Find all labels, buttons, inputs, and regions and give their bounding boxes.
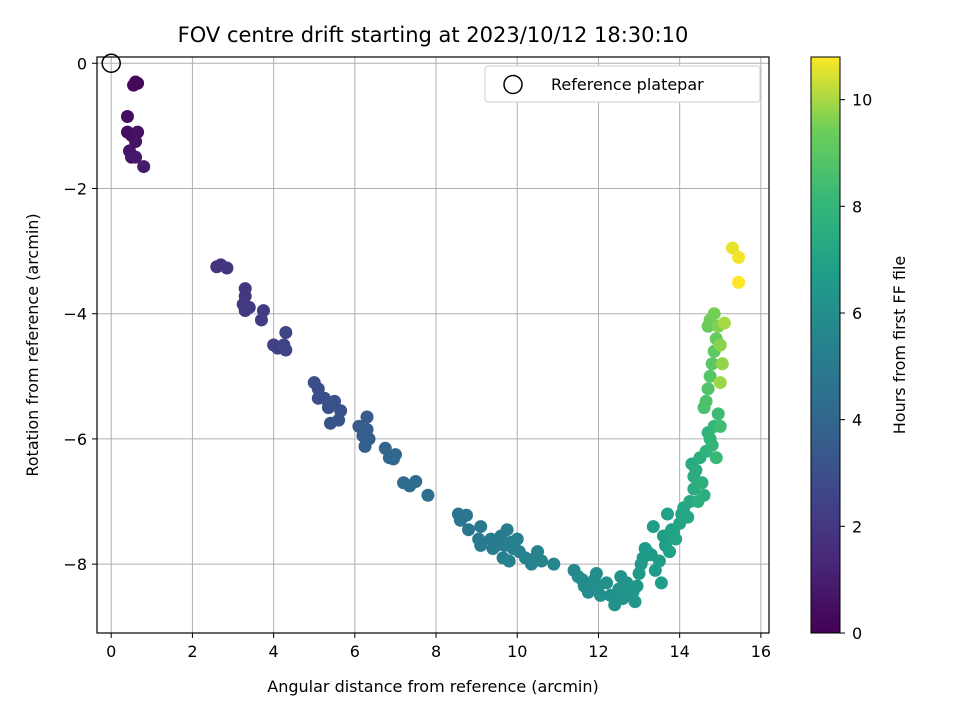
x-axis-ticks: 0 2 4 6 8 10 12 14 16 [106,633,771,661]
scatter-point [689,463,703,477]
legend: Reference platepar [484,65,761,103]
scatter-point [660,507,674,521]
legend-marker-icon [503,74,523,95]
scatter-point [474,538,488,552]
colorbar-tick-label: 10 [852,91,872,110]
scatter-point [713,419,727,433]
scatter-point [681,510,695,524]
scatter-point [360,410,374,424]
scatter-point [279,343,293,357]
scatter-point [311,382,325,396]
scatter-point [711,407,725,421]
chart-title: FOV centre drift starting at 2023/10/12 … [178,23,689,47]
colorbar-tick-label: 4 [852,411,862,430]
colorbar-label: Hours from first FF file [890,256,909,435]
scatter-point [500,523,514,537]
y-axis-label: Rotation from reference (arcmin) [23,213,42,476]
scatter-point [358,439,372,453]
x-tick-label: 16 [751,642,771,661]
scatter-point [220,261,234,275]
scatter-point [131,76,145,90]
scatter-point [547,557,561,571]
scatter-point [137,160,151,174]
scatter-point [646,520,660,534]
scatter-point [386,452,400,466]
scatter-point [628,595,642,609]
scatter-point [701,382,715,396]
scatter-point [699,394,713,408]
scatter-point [654,576,668,590]
scatter-point [254,313,268,327]
scatter-point [697,488,711,502]
scatter-point [695,476,709,490]
scatter-point [705,357,719,371]
scatter-point [732,275,746,289]
colorbar-tick-label: 0 [852,624,862,643]
colorbar-tick-label: 6 [852,304,862,323]
scatter-point [652,554,666,568]
x-tick-label: 8 [431,642,441,661]
scatter-point [713,376,727,390]
colorbar-tick-label: 2 [852,517,862,536]
scatter-point [717,316,731,330]
y-axis-ticks: 0 −2 −4 −6 −8 [63,54,97,574]
colorbar [810,56,841,634]
x-axis-label: Angular distance from reference (arcmin) [267,677,598,696]
scatter-point [129,150,143,164]
scatter-point [630,579,644,593]
x-tick-label: 0 [106,642,116,661]
scatter-point [409,474,423,488]
legend-box [484,65,761,103]
scatter-point [713,338,727,352]
scatter-point [703,369,717,383]
scatter-point [421,488,435,502]
scatter-point [715,357,729,371]
scatter-point [279,325,293,339]
scatter-point [669,532,683,546]
scatter-point [502,554,516,568]
scatter-point [725,241,739,255]
x-tick-label: 2 [187,642,197,661]
x-tick-label: 12 [588,642,608,661]
scatter-point [707,307,721,321]
scatter-point [462,523,476,537]
scatter-point [535,554,549,568]
colorbar-tick-label: 8 [852,197,862,216]
scatter-point [129,135,143,149]
scatter-point [589,567,603,581]
y-tick-label: 0 [77,54,87,73]
reference-marker [101,53,121,74]
x-tick-label: 14 [669,642,689,661]
y-tick-label: −2 [63,179,87,198]
scatter-point [474,520,488,534]
scatter-point [593,588,607,602]
scatter-point [663,545,677,559]
y-tick-label: −8 [63,555,87,574]
scatter-point [120,109,134,123]
x-tick-label: 10 [507,642,527,661]
colorbar-ticks: 0 2 4 6 8 10 [840,91,872,643]
scatter-point [732,250,746,264]
data-points [120,75,746,612]
scatter-point [459,508,473,522]
scatter-point [510,532,524,546]
scatter-point [328,394,342,408]
legend-entry-label: Reference platepar [551,75,704,94]
y-tick-label: −4 [63,305,87,324]
x-tick-label: 6 [350,642,360,661]
scatter-point [242,300,256,314]
x-tick-label: 4 [269,642,279,661]
scatter-point [332,413,346,427]
scatter-point [600,576,614,590]
y-tick-label: −6 [63,430,87,449]
plot-frame [96,56,770,634]
scatter-point [709,451,723,465]
scatter-point [705,438,719,452]
